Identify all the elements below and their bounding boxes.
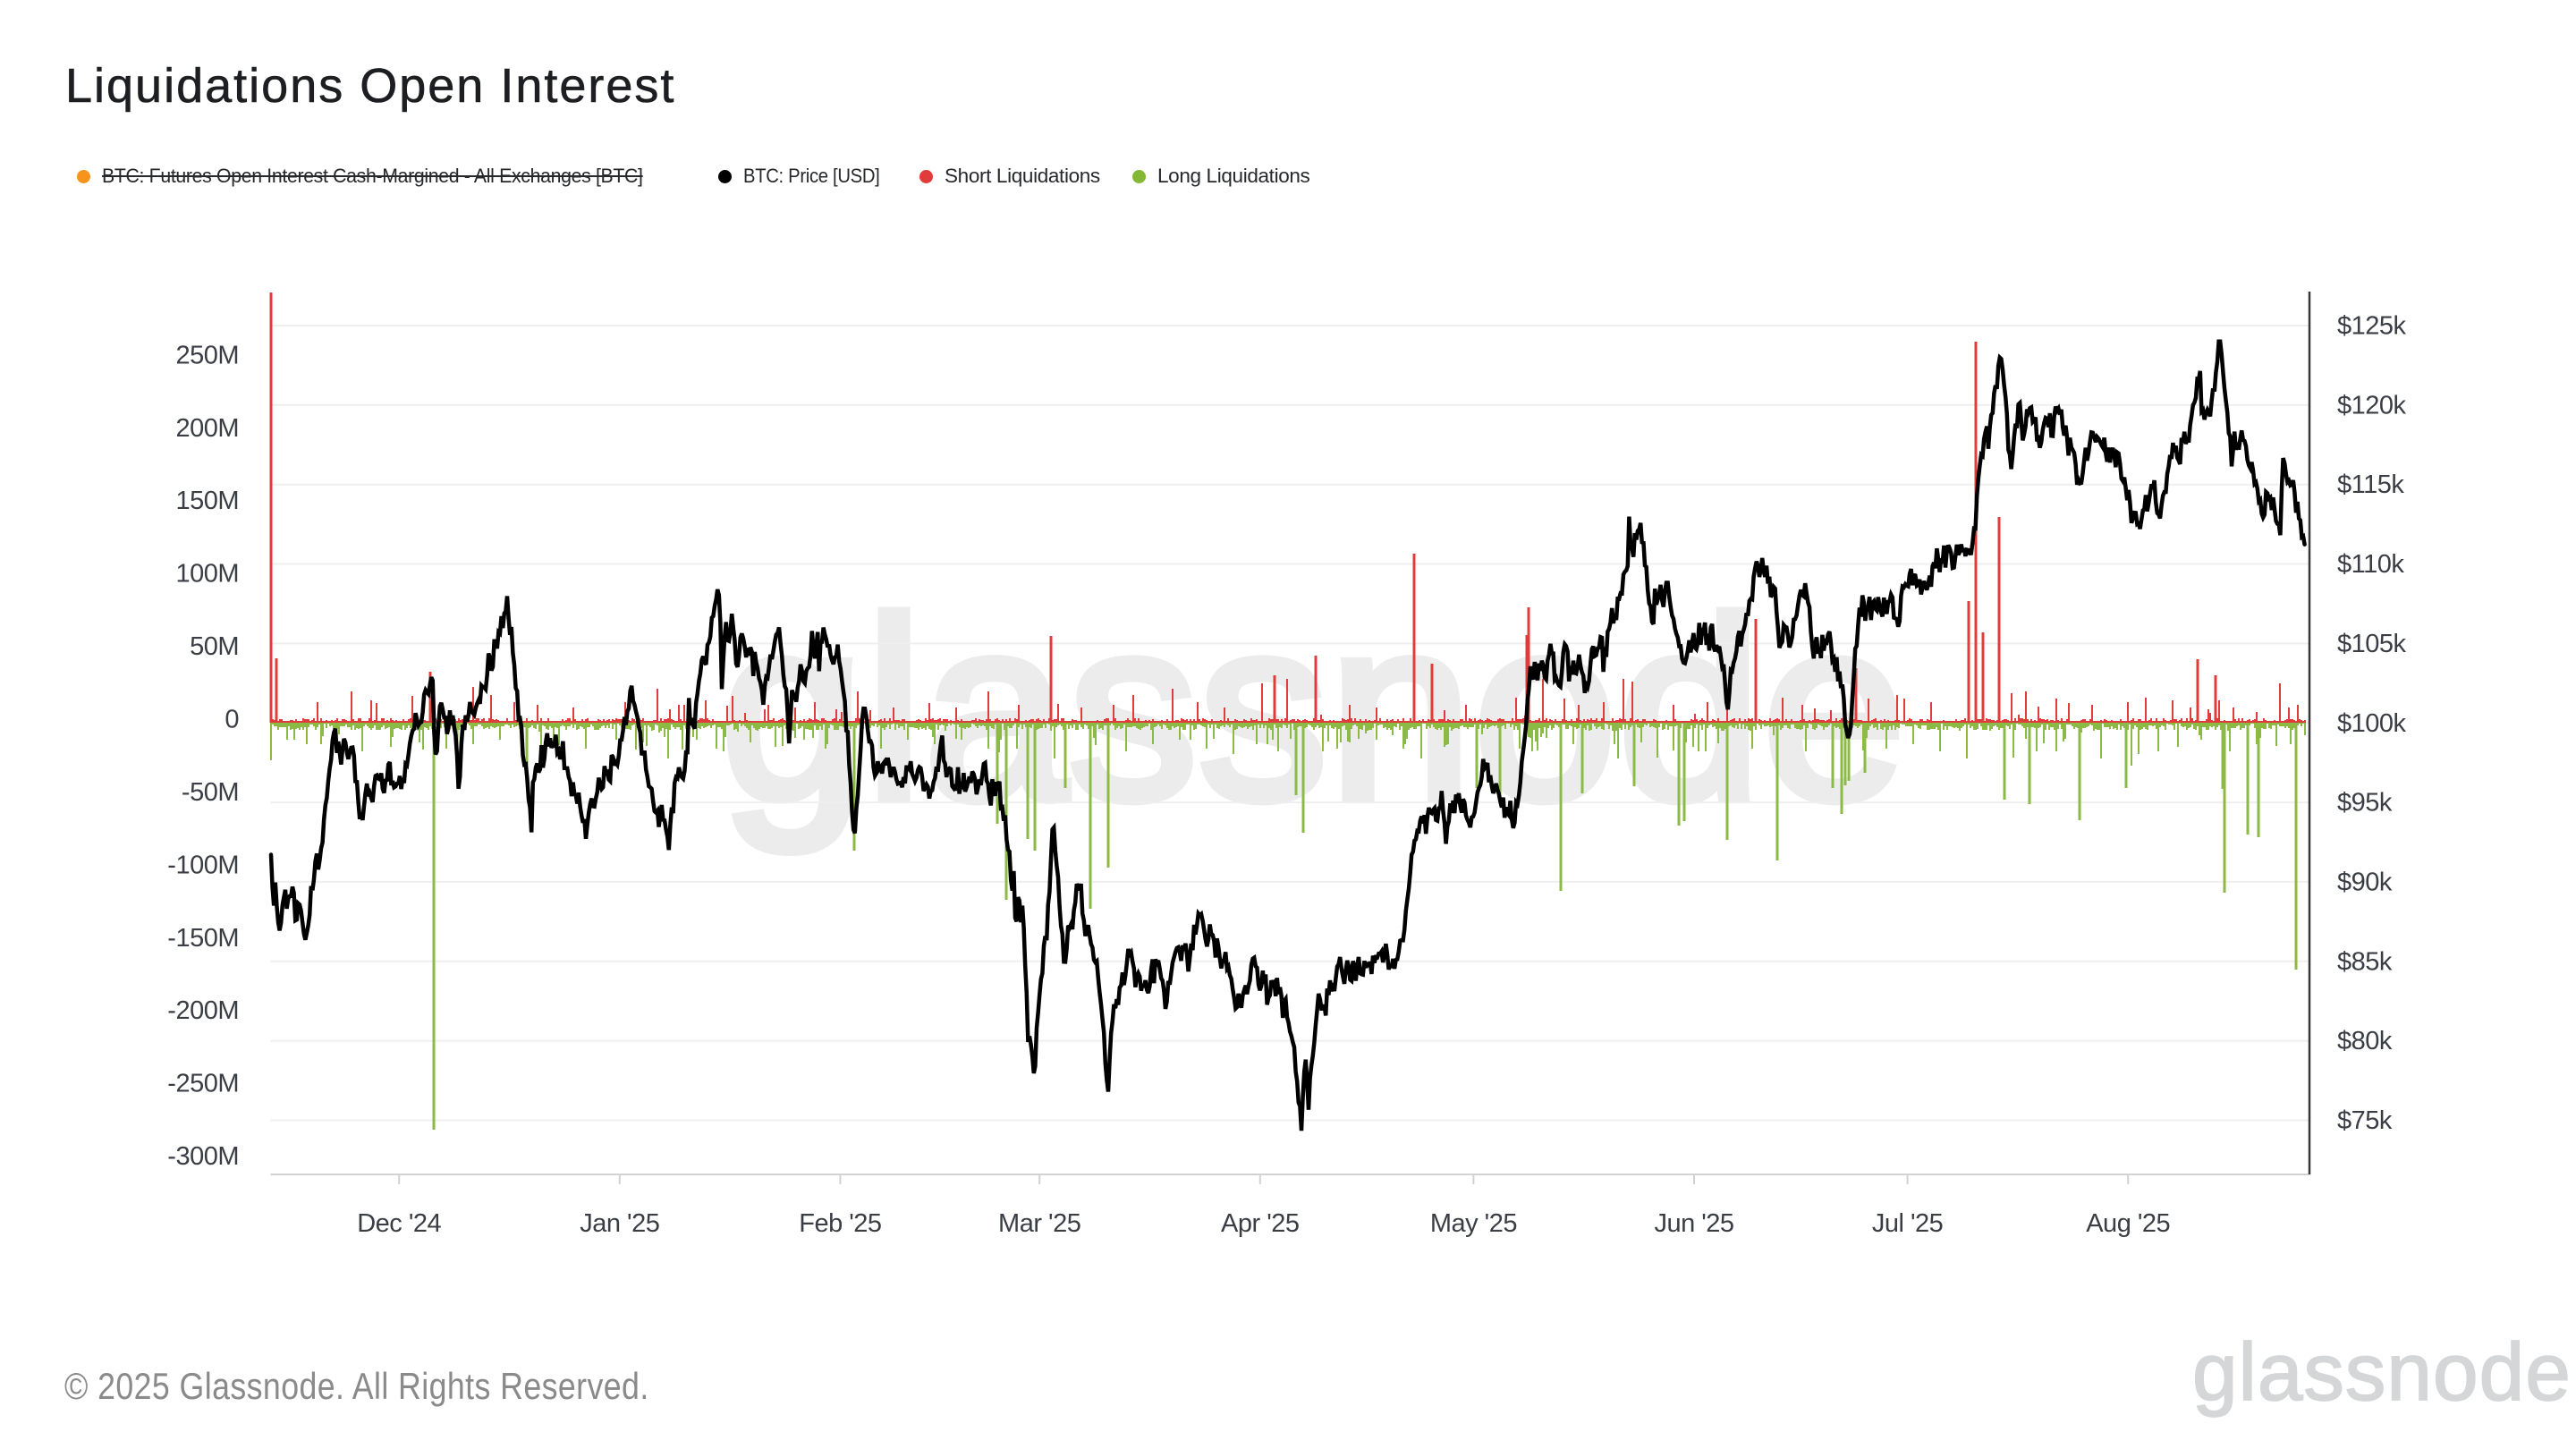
svg-text:May '25: May '25 bbox=[1430, 1209, 1517, 1238]
svg-text:Dec '24: Dec '24 bbox=[357, 1209, 441, 1238]
svg-text:-300M: -300M bbox=[167, 1142, 239, 1171]
svg-text:50M: 50M bbox=[190, 632, 239, 661]
svg-text:$125k: $125k bbox=[2337, 312, 2407, 341]
svg-text:-150M: -150M bbox=[167, 924, 239, 953]
svg-text:Jul '25: Jul '25 bbox=[1872, 1209, 1943, 1238]
svg-text:0: 0 bbox=[225, 706, 239, 734]
svg-text:-100M: -100M bbox=[167, 851, 239, 879]
svg-text:$100k: $100k bbox=[2337, 709, 2407, 738]
svg-text:$105k: $105k bbox=[2337, 630, 2407, 658]
svg-text:$95k: $95k bbox=[2337, 789, 2393, 818]
svg-text:200M: 200M bbox=[175, 414, 239, 443]
svg-text:Jun '25: Jun '25 bbox=[1654, 1209, 1733, 1238]
svg-text:Mar '25: Mar '25 bbox=[998, 1209, 1080, 1238]
svg-text:-200M: -200M bbox=[167, 996, 239, 1025]
svg-text:$120k: $120k bbox=[2337, 391, 2407, 419]
svg-text:Feb '25: Feb '25 bbox=[799, 1209, 881, 1238]
svg-text:100M: 100M bbox=[175, 560, 239, 589]
svg-text:$110k: $110k bbox=[2337, 550, 2404, 579]
svg-text:150M: 150M bbox=[175, 487, 239, 515]
svg-text:Apr '25: Apr '25 bbox=[1221, 1209, 1299, 1238]
svg-text:$80k: $80k bbox=[2337, 1027, 2393, 1055]
svg-text:-250M: -250M bbox=[167, 1070, 239, 1098]
svg-text:250M: 250M bbox=[175, 341, 239, 369]
svg-text:$85k: $85k bbox=[2337, 947, 2393, 976]
svg-text:$75k: $75k bbox=[2337, 1106, 2393, 1135]
svg-text:$115k: $115k bbox=[2337, 470, 2404, 499]
svg-text:$90k: $90k bbox=[2337, 868, 2393, 896]
svg-text:Aug '25: Aug '25 bbox=[2086, 1209, 2170, 1238]
svg-text:Jan '25: Jan '25 bbox=[580, 1209, 659, 1238]
svg-text:-50M: -50M bbox=[182, 778, 239, 807]
